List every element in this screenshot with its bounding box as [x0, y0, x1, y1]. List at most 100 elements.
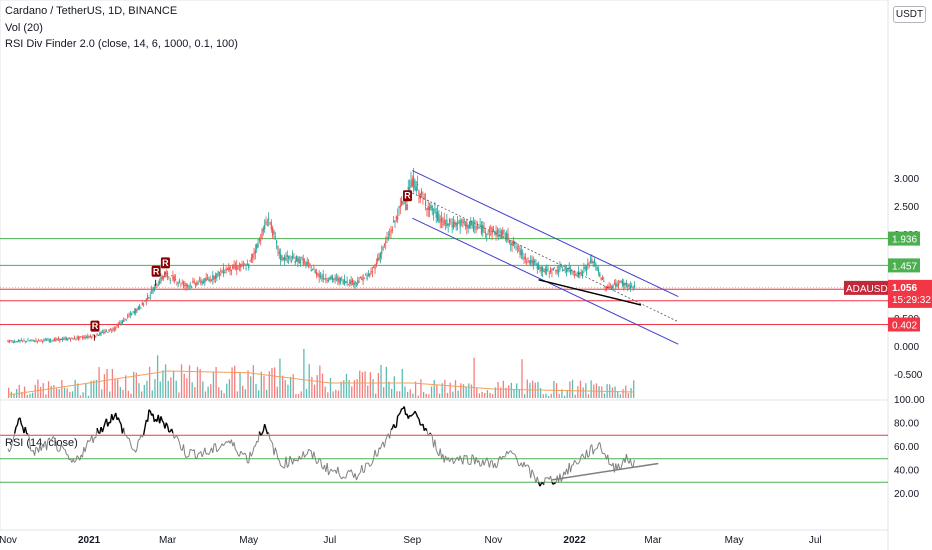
candle-body — [285, 257, 287, 262]
candle-body — [222, 267, 225, 275]
volume-bar — [545, 393, 547, 398]
rsi-line-segment — [451, 457, 455, 464]
volume-bar — [563, 395, 566, 398]
rsi-line-segment — [103, 422, 106, 428]
candle-body — [510, 243, 512, 246]
candle-body — [33, 341, 36, 343]
candle-body — [631, 285, 633, 287]
candle-body — [389, 233, 391, 235]
candle-body — [68, 337, 70, 339]
volume-bar — [380, 365, 382, 398]
candle-body — [208, 279, 210, 281]
candle-body — [345, 281, 347, 283]
volume-bar — [460, 383, 462, 398]
candle-body — [367, 274, 370, 277]
candle-body — [522, 252, 524, 255]
volume-bar — [542, 394, 544, 398]
rsi-line-segment — [587, 455, 590, 458]
candle-body — [423, 198, 425, 200]
rsi-line-segment — [204, 447, 207, 455]
candle-body — [159, 280, 161, 284]
rsi-line-segment — [288, 455, 291, 466]
volume-bar — [247, 370, 249, 398]
rsi-line-segment — [586, 449, 589, 458]
candle-body — [479, 224, 481, 227]
volume-bar — [518, 389, 520, 398]
volume-bar — [148, 366, 151, 398]
volume-bar — [441, 383, 443, 398]
candle-body — [350, 280, 352, 285]
divergence-marker — [402, 190, 412, 202]
candle-body — [264, 225, 266, 230]
rsi-line-segment — [370, 462, 373, 466]
volume-bar — [228, 379, 231, 398]
rsi-line-segment — [269, 439, 272, 442]
rsi-line-segment — [10, 443, 13, 450]
rsi-line-segment — [58, 450, 61, 452]
candle-body — [258, 238, 260, 241]
volume-bar — [154, 379, 156, 398]
volume-bar — [178, 392, 180, 398]
rsi-line-segment — [357, 473, 360, 477]
rsi-line-segment — [46, 440, 49, 451]
rsi-line-segment — [270, 440, 274, 444]
candle-body — [601, 277, 604, 280]
candle-body — [560, 265, 562, 267]
rsi-line-segment — [240, 450, 243, 454]
rsi-line-segment — [191, 449, 194, 452]
candle-body — [91, 336, 93, 338]
candle-body — [568, 267, 570, 269]
candle-body — [439, 219, 441, 221]
candle-body — [95, 335, 97, 337]
volume-bar — [553, 380, 555, 398]
candle-body — [555, 269, 557, 273]
level-price-label: 0.402 — [892, 320, 917, 331]
rsi-line-segment — [236, 451, 239, 456]
volume-bar — [595, 383, 598, 398]
candle-body — [379, 253, 381, 258]
volume-bar — [289, 376, 292, 398]
candle-body — [561, 269, 564, 271]
candle-body — [575, 273, 577, 276]
candle-body — [55, 338, 57, 341]
rsi-tick-label: 60.00 — [894, 442, 919, 453]
candle-body — [205, 277, 207, 281]
volume-bar — [391, 388, 393, 398]
rsi-line-segment — [318, 457, 321, 460]
rsi-panel-title[interactable]: RSI (14, close) — [5, 437, 78, 449]
candle-body — [628, 284, 630, 287]
rsi-line-segment — [424, 427, 428, 431]
candle-body — [329, 277, 331, 280]
candle-body — [564, 267, 566, 270]
current-price-badge — [888, 279, 932, 308]
rsi-line-segment — [530, 469, 533, 479]
channel-middle-line — [412, 192, 679, 323]
candle-body — [338, 278, 340, 283]
rsi-div-indicator-label[interactable]: RSI Div Finder 2.0 (close, 14, 6, 1000, … — [5, 38, 238, 50]
candle-body — [7, 340, 9, 343]
rsi-line-segment — [326, 462, 330, 476]
candle-body — [282, 258, 284, 261]
candle-body — [470, 221, 472, 226]
vol-indicator-label[interactable]: Vol (20) — [5, 22, 43, 34]
current-price-label: 1.056 — [892, 283, 917, 294]
rsi-line-segment — [160, 416, 163, 421]
candle-body — [226, 268, 229, 270]
candle-body — [608, 286, 610, 289]
candle-body — [24, 340, 26, 342]
rsi-line-segment — [602, 452, 604, 455]
candle-body — [462, 222, 464, 223]
candle-body — [250, 257, 252, 261]
candle-body — [490, 227, 492, 229]
volume-bar — [574, 394, 576, 398]
candle-body — [557, 270, 560, 273]
currency-button[interactable]: USDT — [893, 6, 926, 23]
rsi-line-segment — [214, 443, 218, 452]
rsi-line-segment — [34, 447, 37, 456]
candle-body — [454, 221, 456, 225]
time-tick-label: May — [239, 535, 258, 546]
candle-body — [531, 259, 533, 264]
candle-body — [410, 181, 412, 188]
candle-body — [132, 311, 134, 313]
